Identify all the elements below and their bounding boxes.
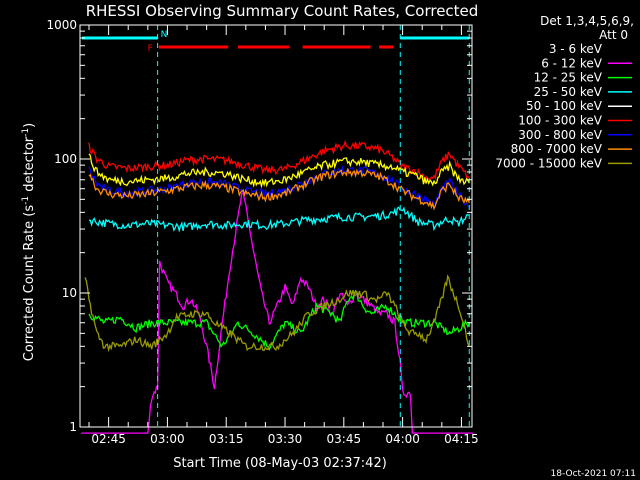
legend-label-3: 25 - 50 keV (534, 85, 603, 99)
x-tick-label-6: 04:15 (444, 432, 479, 446)
y-axis-label: Corrected Count Rate (s-1 detector-1) (21, 123, 37, 361)
y-tick-label-1: 10 (62, 286, 77, 300)
y-tick-label-2: 100 (54, 152, 77, 166)
plot-frame (79, 24, 473, 428)
legend-label-1: 6 - 12 keV (541, 56, 603, 70)
y-tick-label-3: 1000 (46, 18, 77, 32)
legend-header-line-2: Att 0 (599, 28, 628, 42)
series-line-5 (88, 139, 470, 183)
series-line-9 (88, 153, 470, 189)
x-axis-label: Start Time (08-May-03 02:37:42) (173, 456, 387, 471)
series-line-7 (88, 168, 470, 211)
x-tick-label-5: 04:00 (385, 432, 420, 446)
series-line-2 (88, 289, 470, 351)
footer-timestamp: 18-Oct-2021 07:11 (551, 469, 636, 479)
x-tick-label-0: 02:45 (91, 432, 126, 446)
series-line-1 (81, 188, 474, 434)
legend-label-4: 50 - 100 keV (526, 99, 603, 113)
legend-label-7: 800 - 7000 keV (511, 142, 603, 156)
y-axis-label-sup2: -1 (21, 128, 31, 137)
legend-label-0: 3 - 6 keV (549, 42, 603, 56)
y-axis-label-main: Corrected Count Rate (s (22, 205, 37, 362)
series-line-3 (89, 206, 470, 233)
x-tick-label-3: 03:30 (268, 432, 303, 446)
legend-header-line-1: Det 1,3,4,5,6,9, (540, 14, 634, 28)
night-marker-label: N (161, 30, 168, 40)
series-line-0 (81, 210, 474, 434)
legend-label-8: 7000 - 15000 keV (495, 156, 602, 170)
x-tick-label-1: 03:00 (150, 432, 185, 446)
legend-label-2: 12 - 25 keV (534, 71, 603, 85)
y-axis-label-sup1: -1 (21, 196, 31, 205)
flare-marker-label: F (148, 44, 153, 54)
x-tick-label-2: 03:15 (209, 432, 244, 446)
y-tick-label-0: 1 (69, 420, 77, 434)
x-tick-label-4: 03:45 (327, 432, 362, 446)
y-axis-label-end: ) (22, 123, 37, 128)
y-axis-label-mid: detector (22, 136, 37, 196)
chart-title: RHESSI Observing Summary Count Rates, Co… (86, 2, 479, 20)
plot-area: NF 1 10 100 1000 02:45 03:00 03:15 03:30 03:45 04:… (46, 18, 478, 446)
legend-label-5: 100 - 300 keV (518, 114, 602, 128)
legend-label-6: 300 - 800 keV (518, 128, 602, 142)
series-line-8 (84, 274, 470, 353)
svg-text:Corrected Count Rate (s-1 dete: Corrected Count Rate (s-1 detector-1) (21, 123, 37, 361)
